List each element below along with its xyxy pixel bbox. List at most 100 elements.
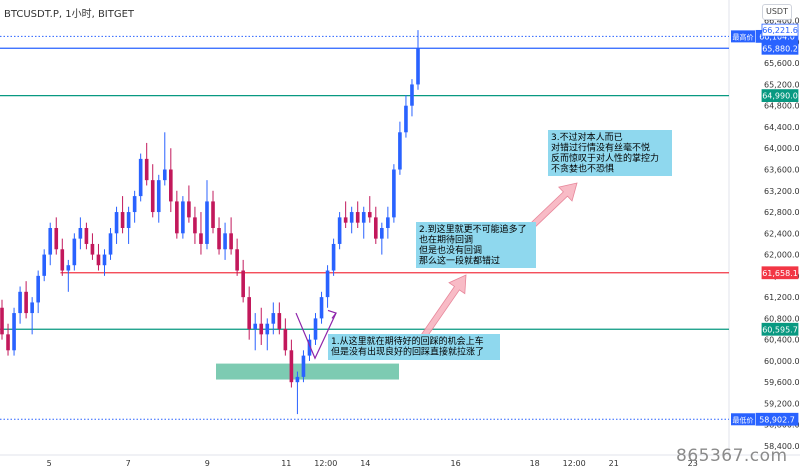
time-tick-label: 16 xyxy=(451,459,461,468)
candle-body xyxy=(241,270,245,298)
candle-body xyxy=(386,217,390,228)
time-tick-label: 14 xyxy=(360,459,370,468)
note-line: 1.从这里就在期待好的回踩的机会上车 xyxy=(331,335,484,347)
candle-body xyxy=(307,339,312,356)
price-tick-label: 62,400.00 xyxy=(764,229,800,238)
candle-body xyxy=(84,228,89,244)
price-badge-value: 66,221.6 xyxy=(762,26,798,35)
candle-body xyxy=(331,243,336,271)
candle-body xyxy=(235,249,239,271)
arrow-to-note-3 xyxy=(531,182,578,227)
candle-body xyxy=(313,318,318,340)
candle-body xyxy=(144,158,149,181)
candle-body xyxy=(265,323,270,335)
note-box xyxy=(416,222,536,268)
candles xyxy=(0,30,420,415)
candle-body xyxy=(120,212,125,228)
support-zone-layer xyxy=(216,363,399,380)
time-tick-label: 7 xyxy=(126,459,131,468)
candle-body xyxy=(283,329,288,351)
time-tick-label: 9 xyxy=(205,459,210,468)
note-line: 那么这一段就都错过 xyxy=(419,255,500,267)
time-tick-label: 21 xyxy=(609,459,619,468)
candle-body xyxy=(253,323,258,330)
candle-body xyxy=(325,270,330,298)
candle-body xyxy=(24,291,28,314)
price-badge-bg xyxy=(761,89,799,103)
candle-body xyxy=(211,201,215,228)
candle-body xyxy=(96,254,101,266)
price-tick-label: 63,200.00 xyxy=(764,187,800,196)
candle-body xyxy=(102,254,107,266)
candle-body xyxy=(114,212,119,234)
watermark-text: 865367.com xyxy=(676,446,788,466)
currency-button[interactable]: USDT xyxy=(762,4,792,20)
note-line: 2.到这里就更不可能追多了 xyxy=(419,223,527,235)
candle-body xyxy=(205,201,209,244)
candle-body xyxy=(199,233,203,244)
candle-body xyxy=(78,228,83,239)
candle-body xyxy=(66,265,71,271)
note-line: 但是也没有回调 xyxy=(419,244,482,256)
projection-path xyxy=(295,312,337,360)
price-tick-label: 61,200.00 xyxy=(764,293,800,302)
price-tick-label: 63,600.00 xyxy=(764,166,800,175)
candle-body xyxy=(367,212,372,218)
candle-body xyxy=(380,228,384,239)
time-tick-label: 11 xyxy=(281,459,291,468)
note-line: 不贪婪也不恐惧 xyxy=(551,163,614,175)
candle-body xyxy=(223,233,227,250)
candle-body xyxy=(337,217,342,244)
price-tick-label: 60,000.00 xyxy=(764,357,800,366)
candle-body xyxy=(30,302,34,314)
candle-body xyxy=(416,48,420,85)
price-badge-label: 最高价 xyxy=(733,32,754,41)
time-tick-label: 23 xyxy=(688,459,698,468)
candle-body xyxy=(90,243,95,255)
candle-body xyxy=(48,228,53,255)
horizontal-levels xyxy=(0,35,729,420)
candle-body xyxy=(138,158,143,197)
price-badge-label-bg xyxy=(731,413,755,426)
candle-body xyxy=(156,180,161,213)
price-tick-label: 64,400.00 xyxy=(764,123,800,132)
time-tick-label: 12:00 xyxy=(314,459,337,468)
candle-body xyxy=(187,201,191,218)
price-badge-bg xyxy=(761,322,799,336)
candle-body xyxy=(410,84,414,106)
candle-body xyxy=(126,212,131,228)
price-badge-value: 60,595.7 xyxy=(762,325,798,334)
chart-title: BTCUSDT.P, 1小时, BITGET xyxy=(4,9,135,20)
candle-body xyxy=(217,228,221,250)
price-badge-value: 66,104.0 xyxy=(759,32,795,41)
price-tick-label: 65,600.00 xyxy=(764,59,800,68)
candle-body xyxy=(162,169,167,181)
note-line: 但是没有出现良好的回踩直接就拉涨了 xyxy=(331,346,484,358)
price-tick-label: 60,400.00 xyxy=(764,336,800,345)
candle-body xyxy=(36,275,40,303)
arrows-layer xyxy=(295,182,578,360)
candle-body xyxy=(247,297,251,330)
price-badge-value: 58,902.7 xyxy=(759,415,795,424)
candle-body xyxy=(259,323,264,335)
price-badge-label-bg xyxy=(731,30,755,43)
candle-body xyxy=(398,132,402,170)
candle-body xyxy=(42,254,47,276)
price-badge-value: 65,880.2 xyxy=(762,44,798,53)
arrow-to-note-2 xyxy=(420,274,467,339)
candle-body xyxy=(108,233,113,255)
time-axis-ticks: 5 7 9 11 12:00 14 16 18 12:00 21 23 xyxy=(47,459,698,468)
candle-body xyxy=(60,249,65,271)
price-badge-bg xyxy=(761,266,799,280)
candle-body xyxy=(175,201,179,234)
price-tick-label: 62,800.00 xyxy=(764,208,800,217)
price-tick-label: 64,000.00 xyxy=(764,144,800,153)
price-badge-bg xyxy=(755,412,799,426)
price-tick-label: 65,200.00 xyxy=(764,80,800,89)
candle-body xyxy=(392,169,396,218)
price-badge-value: 64,990.0 xyxy=(762,92,798,101)
candle-body xyxy=(349,212,354,223)
